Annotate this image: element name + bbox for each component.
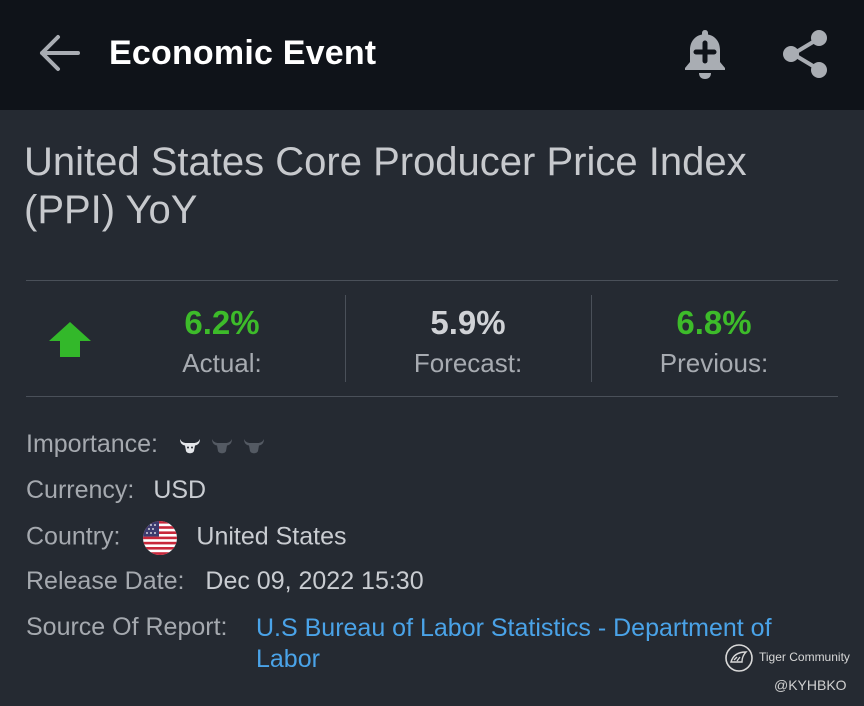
- bull-icon-active: [179, 439, 200, 454]
- stat-previous: 6.8% Previous:: [604, 304, 824, 379]
- divider-bottom: [26, 396, 838, 397]
- actual-value: 6.2%: [184, 304, 260, 341]
- release-date-row: Release Date: Dec 09, 2022 15:30: [26, 567, 424, 596]
- country-row: Country: United States: [26, 521, 346, 555]
- country-value: United States: [196, 522, 347, 551]
- currency-value: USD: [153, 476, 207, 504]
- previous-value: 6.8%: [676, 304, 752, 341]
- stat-separator: [591, 295, 592, 382]
- watermark-user: @KYHBKO: [774, 677, 847, 693]
- share-button[interactable]: [780, 28, 830, 80]
- bull-icon-inactive: [243, 439, 264, 454]
- importance-label: Importance:: [26, 430, 159, 458]
- bull-icon-inactive: [211, 439, 232, 454]
- source-row: Source Of Report:: [26, 613, 227, 642]
- release-date-value: Dec 09, 2022 15:30: [205, 567, 424, 595]
- actual-label: Actual:: [182, 348, 262, 378]
- forecast-value: 5.9%: [430, 304, 506, 341]
- us-flag-icon: [143, 521, 178, 555]
- stat-forecast: 5.9% Forecast:: [358, 304, 578, 379]
- divider-top: [26, 280, 838, 281]
- importance-row: Importance:: [26, 430, 268, 460]
- stat-separator: [345, 295, 346, 382]
- release-date-label: Release Date:: [26, 567, 185, 595]
- watermark-brand: Tiger Community: [759, 650, 850, 664]
- tiger-logo-icon: [725, 644, 753, 672]
- previous-label: Previous:: [659, 348, 769, 378]
- share-icon: [783, 30, 827, 78]
- currency-row: Currency: USD: [26, 476, 206, 505]
- stat-actual: 6.2% Actual:: [112, 304, 332, 379]
- add-alert-button[interactable]: [680, 26, 730, 82]
- bell-plus-icon: [685, 30, 725, 79]
- country-label: Country:: [26, 522, 121, 551]
- trend-indicator: [48, 320, 92, 358]
- forecast-label: Forecast:: [413, 348, 523, 378]
- back-button[interactable]: [36, 32, 82, 74]
- importance-rating: [179, 431, 268, 460]
- event-title: United States Core Producer Price Index …: [24, 140, 747, 232]
- source-link[interactable]: U.S Bureau of Labor Statistics - Departm…: [256, 614, 772, 673]
- app-bar: Economic Event: [0, 0, 864, 110]
- arrow-left-icon: [40, 35, 80, 71]
- app-bar-title: Economic Event: [109, 34, 377, 72]
- currency-label: Currency:: [26, 476, 135, 504]
- up-arrow-icon: [49, 322, 91, 357]
- source-label: Source Of Report:: [26, 613, 228, 641]
